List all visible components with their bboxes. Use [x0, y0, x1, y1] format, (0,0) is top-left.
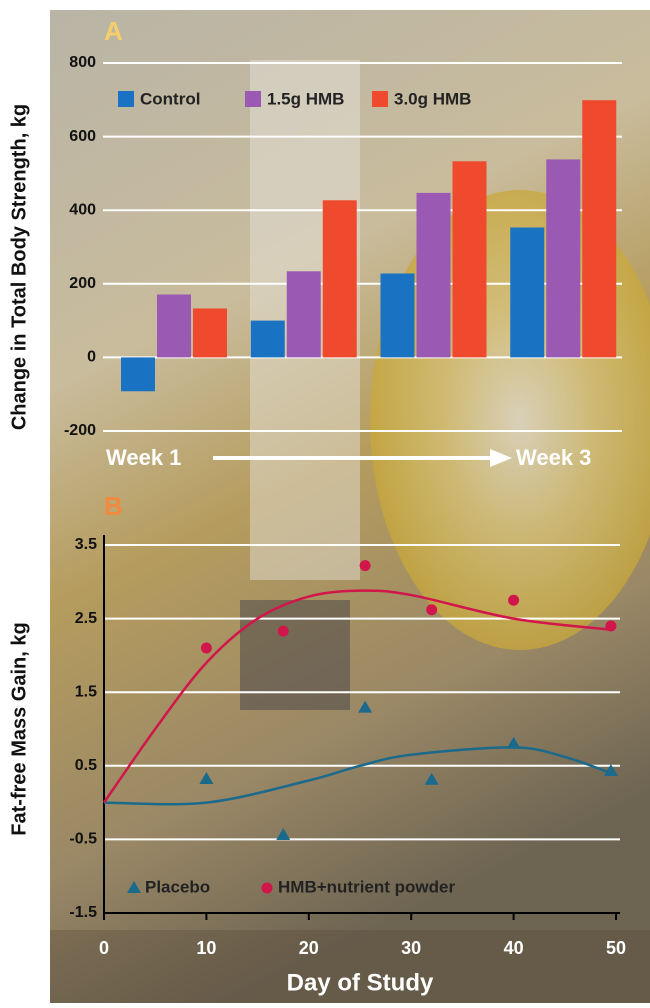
panel-label: B — [104, 491, 123, 521]
x-tick-label: 10 — [196, 938, 216, 958]
week-arrow-head — [490, 449, 512, 467]
y-tick-label: 2.5 — [75, 610, 97, 627]
legend-label: Control — [140, 89, 200, 108]
y-tick-label: -200 — [64, 422, 96, 439]
legend-label: HMB+nutrient powder — [278, 877, 455, 896]
y-tick-label: 200 — [69, 275, 96, 292]
y-tick-label: 0.5 — [75, 757, 97, 774]
y-tick-label: 0 — [87, 349, 96, 366]
photo-shorts — [240, 600, 350, 710]
legend-label: Placebo — [145, 877, 210, 896]
y-tick-label: -1.5 — [69, 904, 97, 921]
legend-swatch — [245, 91, 261, 107]
point — [276, 827, 291, 840]
point — [508, 594, 520, 606]
bar — [452, 161, 487, 358]
bar — [546, 159, 581, 358]
legend-swatch — [118, 91, 134, 107]
annotation: Week 1 — [106, 445, 181, 470]
legend-label: 3.0g HMB — [394, 89, 471, 108]
point — [359, 560, 371, 572]
y-tick-label: 1.5 — [75, 683, 97, 700]
point — [277, 625, 289, 637]
bar — [322, 200, 357, 358]
y-tick-label: 3.5 — [75, 536, 97, 553]
bar — [157, 294, 191, 358]
y-tick-label: 800 — [69, 54, 96, 71]
legend-marker — [261, 882, 273, 894]
y-axis-label: Fat-free Mass Gain, kg — [8, 622, 30, 835]
point — [603, 763, 618, 776]
y-tick-label: 600 — [69, 128, 96, 145]
panel-label: A — [104, 16, 123, 46]
bar — [193, 308, 227, 358]
x-tick-label: 30 — [401, 938, 421, 958]
y-axis-label: Change in Total Body Strength, kg — [8, 104, 30, 430]
bar — [286, 271, 321, 358]
point — [200, 642, 212, 654]
x-axis-label: Day of Study — [287, 969, 434, 996]
x-tick-label: 0 — [99, 938, 109, 958]
bar — [250, 320, 285, 358]
bar — [582, 100, 617, 358]
annotation: Week 3 — [516, 445, 591, 470]
point — [506, 736, 521, 749]
legend-swatch — [372, 91, 388, 107]
legend-marker — [127, 881, 141, 893]
x-tick-label: 40 — [504, 938, 524, 958]
x-tick-label: 20 — [299, 938, 319, 958]
y-tick-label: -0.5 — [69, 831, 97, 848]
fit-line — [103, 746, 612, 806]
fit-line — [102, 589, 612, 804]
point — [199, 772, 214, 785]
point — [358, 700, 373, 713]
legend-label: 1.5g HMB — [267, 89, 344, 108]
point — [424, 772, 439, 785]
point — [605, 620, 617, 632]
photo-floor — [50, 930, 650, 1003]
bar — [416, 192, 451, 358]
bar — [380, 273, 415, 358]
x-tick-label: 50 — [606, 938, 626, 958]
bar — [510, 227, 545, 358]
y-tick-label: 400 — [69, 201, 96, 218]
point — [426, 604, 438, 616]
bar — [121, 357, 155, 392]
